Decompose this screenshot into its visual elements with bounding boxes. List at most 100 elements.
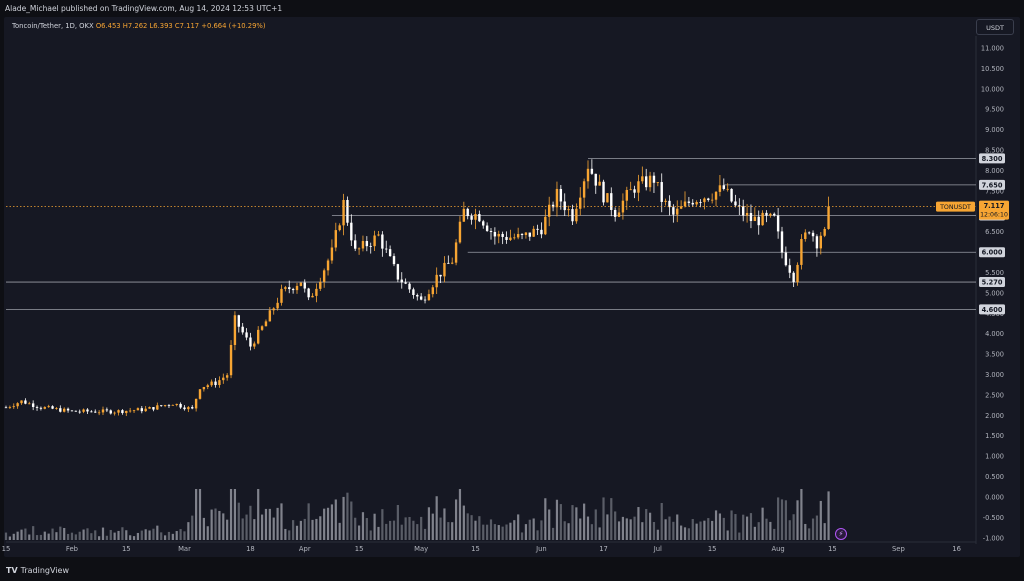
level-label-box xyxy=(979,277,1005,288)
volume-bar xyxy=(381,509,384,540)
volume-bar xyxy=(777,497,780,540)
candle-body xyxy=(373,235,376,247)
volume-bar xyxy=(233,489,237,540)
candle-body xyxy=(489,230,493,232)
volume-bar xyxy=(773,528,776,540)
candle-body xyxy=(745,212,749,216)
candle-body xyxy=(648,175,652,188)
candle-body xyxy=(148,407,151,409)
volume-bar xyxy=(373,513,376,540)
volume-bar xyxy=(703,520,706,540)
candle-body xyxy=(183,407,186,410)
volume-bar xyxy=(288,530,291,540)
volume-bar xyxy=(51,528,54,540)
candle-body xyxy=(610,193,613,210)
volume-bar xyxy=(272,517,275,540)
candle-body xyxy=(571,209,574,222)
volume-bar xyxy=(408,516,411,540)
candle-body xyxy=(617,212,621,217)
level-label: 4.600 xyxy=(982,306,1003,314)
candle-body xyxy=(780,231,784,253)
candle-body xyxy=(548,204,551,217)
volume-bar xyxy=(707,518,710,540)
y-tick-label: 5.000 xyxy=(985,289,1004,297)
volume-bar xyxy=(544,498,547,540)
volume-bar xyxy=(765,518,768,540)
candle-body xyxy=(113,412,116,414)
volume-bar xyxy=(652,521,656,540)
volume-bar xyxy=(206,526,209,540)
candle-body xyxy=(28,403,31,405)
symbol-name: Toncoin/Tether, 1D, OKX xyxy=(12,22,94,30)
candle-body xyxy=(784,252,788,266)
volume-bar xyxy=(563,521,566,540)
x-tick-label: Feb xyxy=(66,545,78,553)
candle-body xyxy=(51,406,54,409)
symbol-tag: TONUSDT xyxy=(939,204,971,211)
volume-bar xyxy=(423,528,427,540)
x-tick-label: 17 xyxy=(599,545,608,553)
candle-body xyxy=(435,274,438,288)
candle-body xyxy=(800,239,803,265)
candle-body xyxy=(482,221,485,226)
volume-bar xyxy=(214,508,217,540)
volume-bar xyxy=(218,510,221,540)
volume-bar xyxy=(474,520,477,540)
candle-body xyxy=(20,400,23,404)
volume-bar xyxy=(357,525,361,540)
volume-bar xyxy=(299,520,302,540)
volume-bar xyxy=(769,521,772,540)
volume-bar xyxy=(633,516,636,540)
tradingview-logo[interactable]: TV TradingView xyxy=(6,566,69,575)
volume-bar xyxy=(191,515,194,540)
candle-body xyxy=(35,406,39,408)
volume-bar xyxy=(458,489,462,540)
candle-body xyxy=(761,212,764,226)
y-tick-label: -1.000 xyxy=(983,534,1004,542)
x-tick-label: May xyxy=(414,545,428,553)
candle-body xyxy=(330,247,334,261)
candle-body xyxy=(365,241,369,247)
candle-body xyxy=(524,232,528,236)
candle-body xyxy=(454,242,458,263)
volume-bar xyxy=(121,527,124,540)
volume-bar xyxy=(74,534,77,540)
candle-body xyxy=(703,198,706,203)
volume-bar xyxy=(412,520,415,540)
symbol-legend[interactable]: Toncoin/Tether, 1D, OKX O6.453 H7.262 L6… xyxy=(12,22,266,30)
volume-bar xyxy=(90,533,93,540)
volume-bar xyxy=(129,535,132,540)
candle-body xyxy=(536,228,539,230)
candle-body xyxy=(16,403,19,407)
volume-bar xyxy=(571,505,574,540)
volume-bar xyxy=(536,530,539,540)
candle-body xyxy=(606,193,609,203)
volume-bar xyxy=(125,530,128,540)
candle-body xyxy=(334,230,337,248)
volume-bar xyxy=(70,532,74,540)
chart-frame[interactable] xyxy=(4,17,1020,557)
candle-body xyxy=(357,248,361,250)
candle-body xyxy=(738,205,741,207)
volume-bar xyxy=(229,489,233,540)
candle-body xyxy=(753,216,757,222)
candle-body xyxy=(385,248,388,250)
candle-body xyxy=(400,279,403,283)
candle-body xyxy=(513,237,516,239)
candle-body xyxy=(602,181,605,203)
candle-body xyxy=(551,204,555,208)
candle-body xyxy=(90,411,93,413)
candle-body xyxy=(24,400,27,404)
publisher-bar: Alade_Michael published on TradingView.c… xyxy=(0,0,1024,16)
volume-bar xyxy=(245,514,248,540)
volume-bar xyxy=(718,513,722,540)
candle-body xyxy=(804,232,807,240)
lightning-icon[interactable]: ⚡ xyxy=(835,528,847,540)
candle-body xyxy=(245,332,248,338)
volume-bar xyxy=(551,527,555,540)
candle-body xyxy=(423,299,427,301)
currency-button[interactable]: USDT xyxy=(976,19,1014,35)
volume-bar xyxy=(443,508,446,540)
candle-body xyxy=(734,201,737,206)
